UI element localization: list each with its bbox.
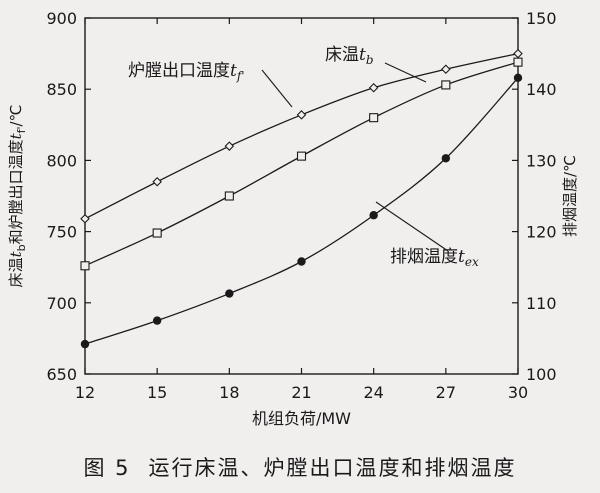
data-point-square [296,151,307,161]
x-tick-label: 12 [75,383,95,402]
caption-number: 图 5 [83,456,131,480]
data-point-square [441,80,451,90]
x-tick-label: 30 [508,383,528,402]
data-point-diamond [368,82,379,93]
annotation-var: t [230,61,237,81]
annotation-base: 床温 [325,45,359,65]
y-right-axis-label: 排烟温度/℃ [561,155,579,237]
y-left-label-sub: b [15,244,28,251]
y-left-tick-label: 650 [46,365,77,384]
data-point-square [152,228,162,238]
annotation-leader [384,62,427,83]
y-left-tick-label: 800 [46,151,77,170]
y-left-tick-label: 700 [46,294,77,313]
data-point-circle [513,73,523,83]
annotation-base: 排烟温度 [390,247,458,267]
data-point-square [513,57,523,67]
data-point-diamond [224,141,235,151]
data-point-diamond [296,110,307,120]
y-right-tick-label: 120 [526,223,557,242]
data-point-diamond [441,64,451,75]
x-tick-label: 18 [219,383,239,402]
y-left-label-part: 床温 [7,257,25,287]
y-left-tick-label: 850 [46,80,77,99]
y-right-tick-label: 100 [526,365,557,384]
y-right-tick-label: 150 [526,9,557,28]
y-left-label-part: 和炉膛出口温度 [7,139,25,244]
data-point-circle [369,211,378,220]
x-tick-label: 27 [436,383,456,402]
y-left-tick-label: 750 [46,223,77,242]
y-right-tick-label: 130 [526,151,557,170]
y-left-label-var: t [7,132,25,139]
annotation-leader [375,201,449,252]
series-line-square [84,61,519,267]
y-left-label-sub: f' [15,126,28,133]
y-right-tick-label: 140 [526,80,557,99]
annotation-sub: f' [236,69,245,83]
data-point-circle [152,316,162,325]
series-annotation: 炉膛出口温度tf' [128,61,245,83]
caption-text: 运行床温、炉膛出口温度和排烟温度 [148,456,517,480]
data-point-circle [441,154,451,163]
y-left-tick-label: 900 [46,9,77,28]
data-point-diamond [513,48,523,59]
y-left-label-var: t [7,250,25,257]
x-tick-label: 24 [363,383,383,402]
annotation-var: t [359,45,366,65]
y-left-axis-label: 床温tb和炉膛出口温度tf'/℃ [7,105,28,288]
data-point-circle [297,257,306,266]
data-point-square [369,113,379,123]
y-left-label-part: /℃ [7,105,25,127]
figure-caption: 图 5 运行床温、炉膛出口温度和排烟温度 [0,452,600,482]
data-point-square [224,191,234,201]
data-point-diamond [80,214,90,224]
data-point-circle [225,289,234,298]
series-annotation: 床温tb [325,45,374,67]
annotation-var: t [458,247,465,267]
annotation-leader [261,69,293,108]
annotation-sub: ex [465,255,479,269]
annotation-base: 炉膛出口温度 [128,61,230,81]
annotation-sub: b [366,53,374,67]
y-right-tick-label: 110 [526,294,557,313]
data-point-diamond [152,176,162,187]
x-tick-label: 15 [147,383,167,402]
x-tick-label: 21 [291,383,311,402]
data-point-circle [80,339,90,349]
series-annotation: 排烟温度tex [390,247,479,269]
data-point-square [80,261,90,271]
chart-area: 12 15 18 21 24 27 30 机组负荷/MW 650 700 750 800 850 900 1… [7,9,579,428]
x-axis-label: 机组负荷/MW [252,409,351,428]
